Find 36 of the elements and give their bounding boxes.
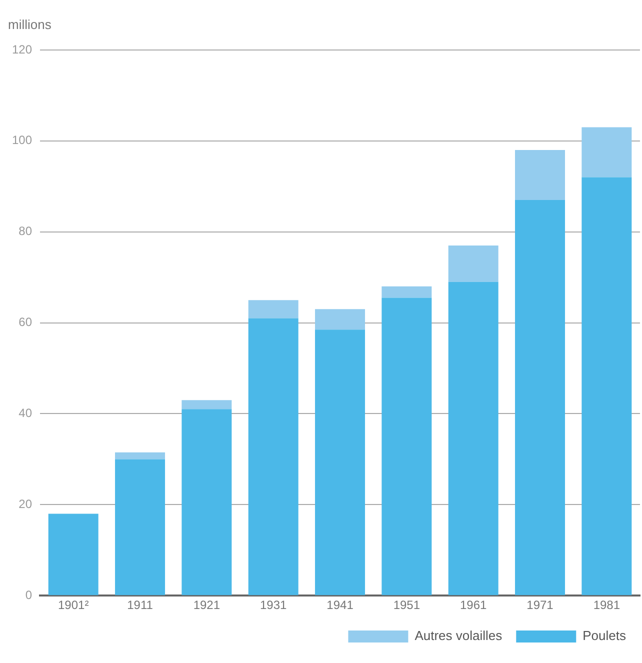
y-axis-title: millions	[8, 17, 52, 32]
x-tick-label: 1931	[260, 598, 288, 612]
bar	[582, 177, 632, 596]
x-tick-label: 1961	[460, 598, 488, 612]
bar	[382, 286, 432, 298]
x-tick-label: 1951	[393, 598, 420, 612]
bar	[315, 330, 366, 596]
bar	[248, 318, 298, 596]
x-tick-label: 1971	[526, 598, 554, 612]
y-tick-label: 0	[25, 588, 32, 602]
y-tick-label: 120	[12, 42, 32, 56]
legend-label: Autres volailles	[414, 628, 503, 644]
y-tick-label: 80	[18, 224, 32, 238]
bar	[48, 514, 98, 596]
bar	[448, 246, 498, 282]
x-tick-label: 1981	[593, 598, 620, 612]
x-tick-label: 1921	[193, 598, 220, 612]
y-tick-label: 20	[18, 496, 32, 511]
x-tick-label: 1911	[127, 598, 154, 612]
bar	[382, 298, 432, 596]
bar	[515, 200, 566, 596]
legend-label: Poulets	[582, 628, 626, 644]
bar	[182, 400, 232, 410]
x-tick-label: 1901²	[58, 598, 89, 612]
bar	[582, 127, 632, 178]
y-tick-label: 100	[12, 133, 32, 148]
y-tick-label: 60	[18, 315, 32, 330]
bar	[115, 452, 166, 460]
bar	[315, 309, 366, 330]
x-tick-label: 1941	[326, 598, 354, 612]
bar	[515, 150, 566, 200]
bar	[115, 459, 166, 596]
bar	[182, 409, 232, 596]
y-tick-label: 40	[18, 406, 32, 420]
bar	[448, 282, 498, 596]
bar	[248, 300, 298, 318]
